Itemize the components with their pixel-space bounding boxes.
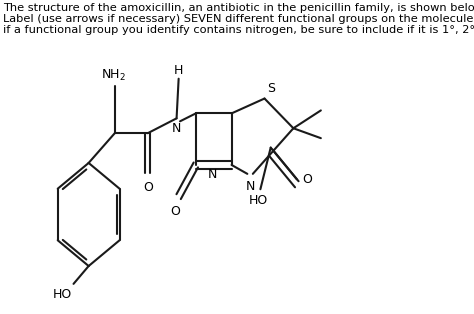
Text: NH$_2$: NH$_2$ [101,68,126,83]
Text: S: S [267,82,275,95]
Text: Label (use arrows if necessary) SEVEN different functional groups on the molecul: Label (use arrows if necessary) SEVEN di… [3,14,474,24]
Text: O: O [144,181,154,194]
Text: HO: HO [249,194,268,207]
Text: if a functional group you identify contains nitrogen, be sure to include if it i: if a functional group you identify conta… [3,25,474,35]
Text: N: N [208,168,217,181]
Text: N: N [172,122,181,135]
Text: N: N [246,180,255,193]
Text: O: O [170,205,180,218]
Text: The structure of the amoxicillin, an antibiotic in the penicillin family, is sho: The structure of the amoxicillin, an ant… [3,3,474,14]
Text: O: O [302,173,312,186]
Text: H: H [174,64,183,77]
Text: HO: HO [53,288,72,301]
